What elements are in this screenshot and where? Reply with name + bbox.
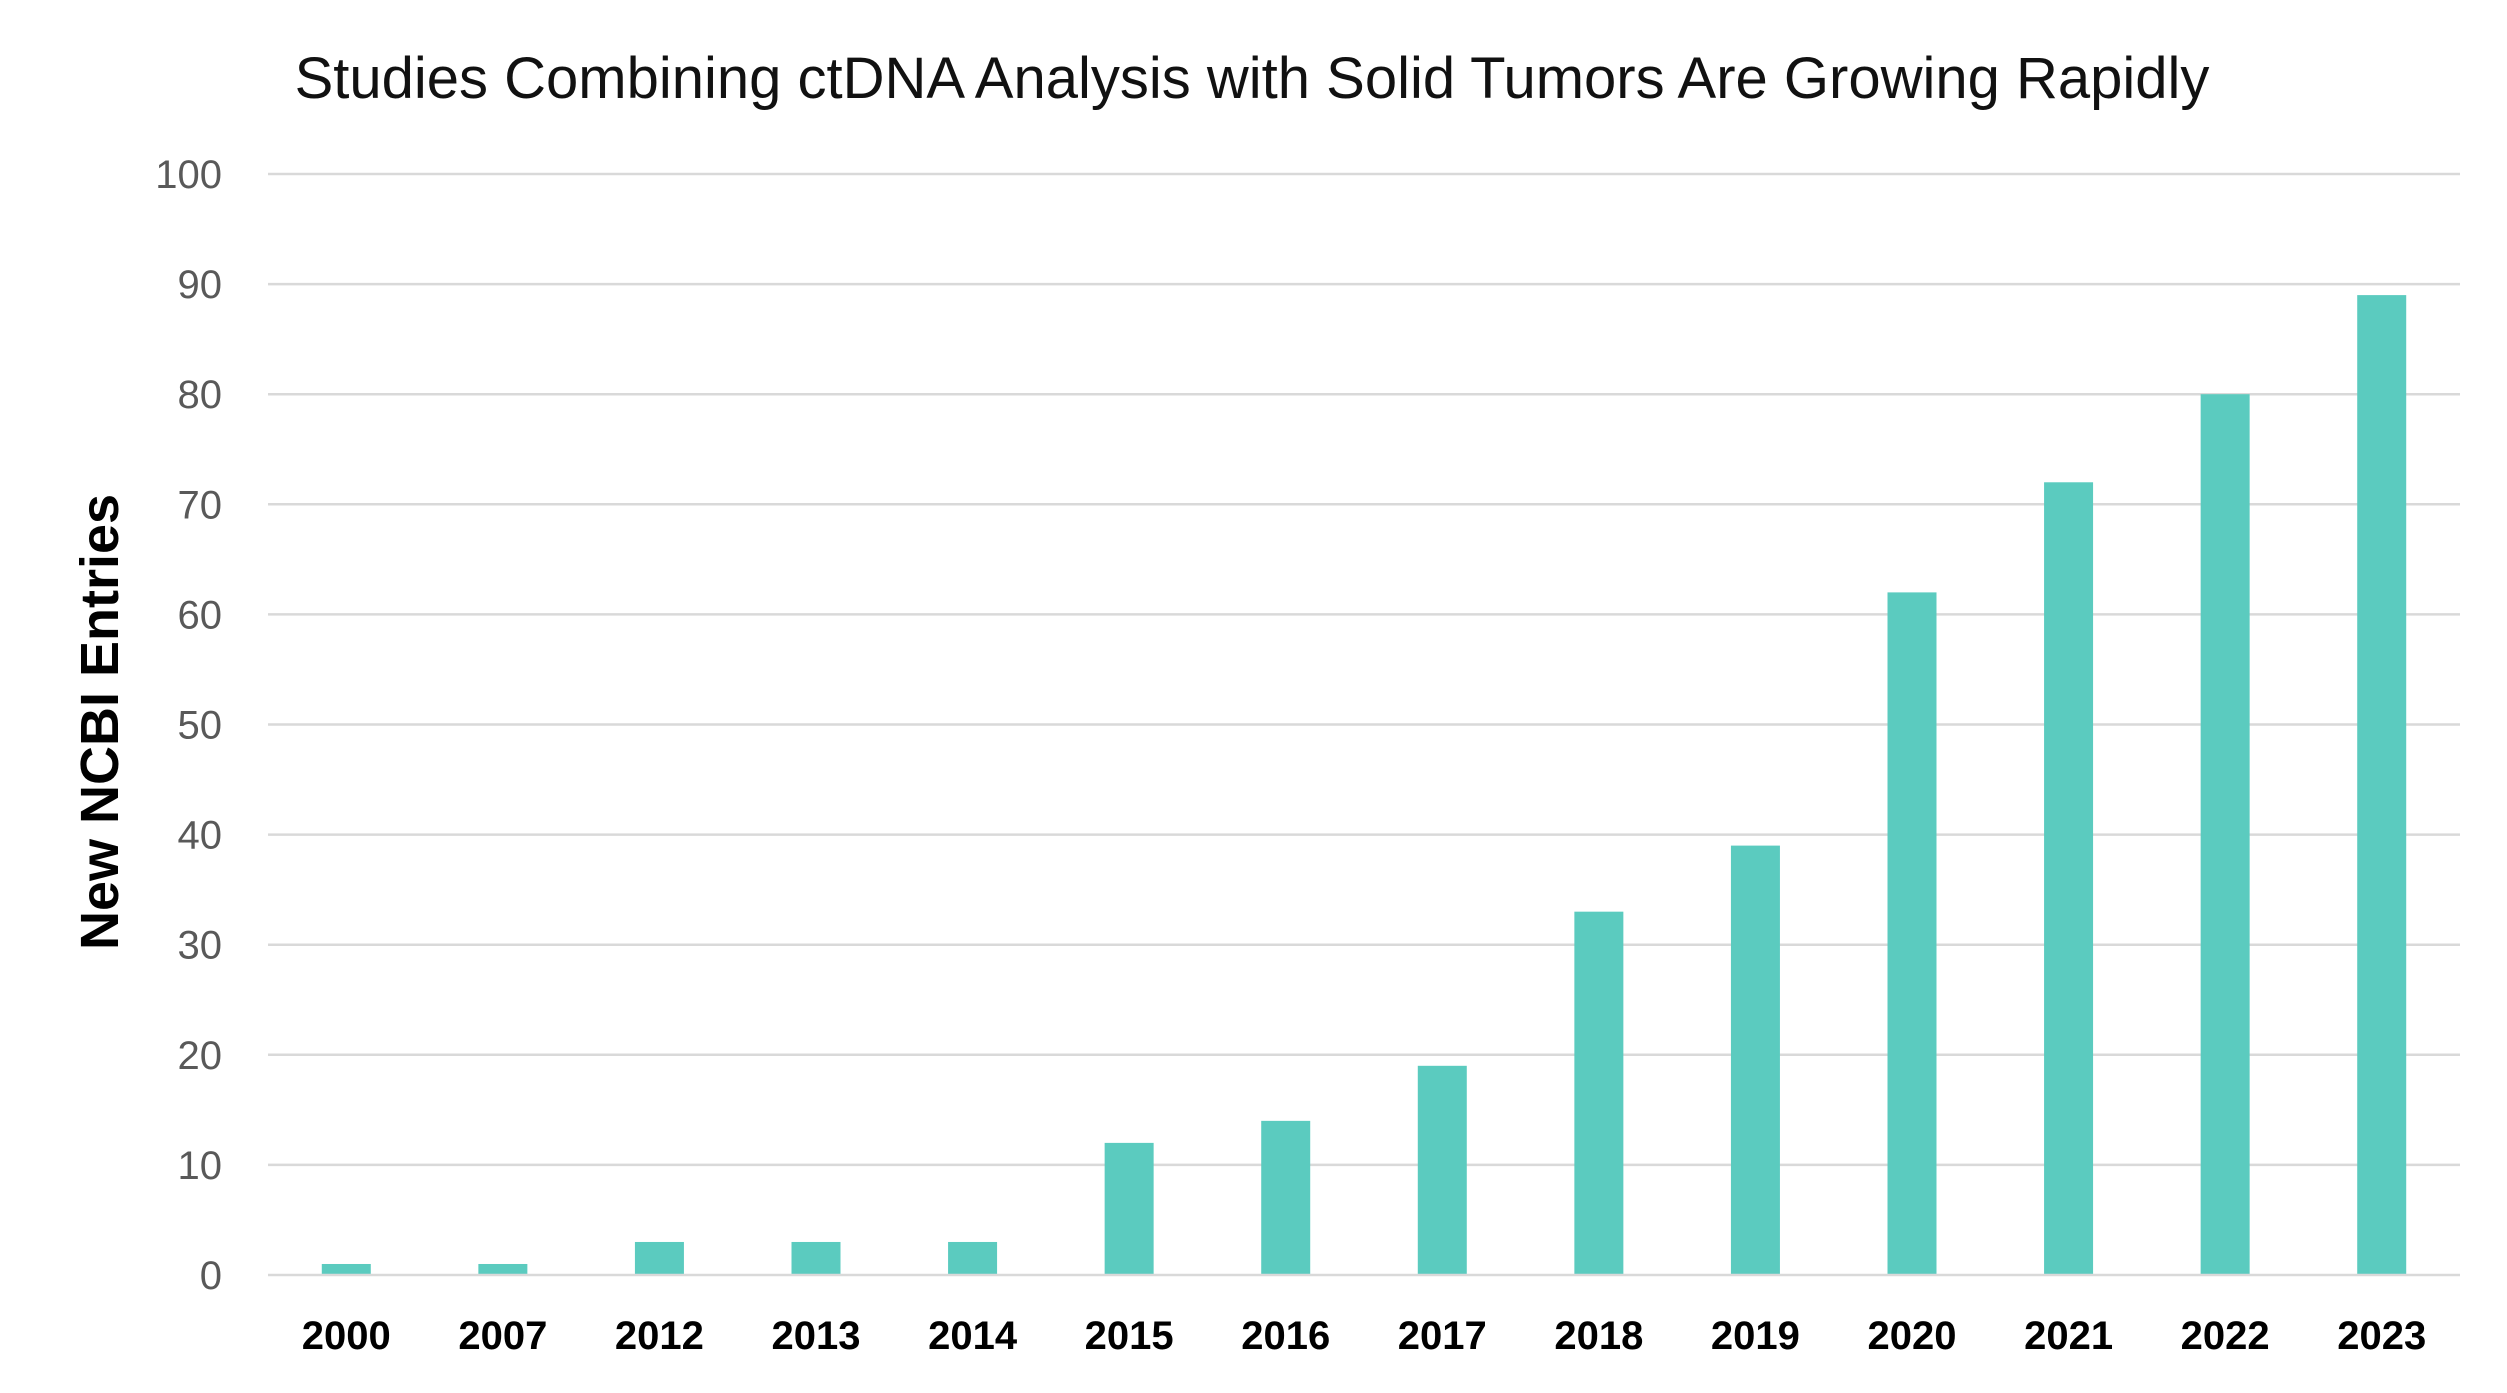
bar-2016	[1261, 1120, 1311, 1275]
y-tick-label-20: 20	[178, 1034, 223, 1078]
bar-2013	[791, 1241, 841, 1275]
x-tick-label-2017: 2017	[1398, 1314, 1487, 1358]
chart-title: Studies Combining ctDNA Analysis with So…	[295, 46, 2210, 111]
x-axis-ticks: 2000 2007 2012 2013 2014 2015 2016 2017 2018 2019…	[302, 1314, 2426, 1358]
bar-2007	[478, 1263, 528, 1275]
bar-2012	[634, 1241, 684, 1275]
bar-2020	[1887, 592, 1937, 1275]
x-tick-label-2014: 2014	[928, 1314, 1018, 1358]
gridlines	[268, 172, 2460, 1167]
x-tick-label-2015: 2015	[1085, 1314, 1174, 1358]
x-tick-label-2022: 2022	[2181, 1314, 2270, 1358]
y-tick-label-60: 60	[178, 593, 223, 637]
x-tick-label-2007: 2007	[458, 1314, 547, 1358]
y-tick-label-40: 40	[178, 814, 223, 858]
bar-2023	[2357, 295, 2407, 1275]
x-tick-label-2013: 2013	[772, 1314, 861, 1358]
bar-2015	[1104, 1142, 1154, 1275]
x-tick-label-2020: 2020	[1868, 1314, 1957, 1358]
x-tick-label-2023: 2023	[2337, 1314, 2426, 1358]
y-tick-label-30: 30	[178, 924, 223, 968]
x-tick-label-2018: 2018	[1554, 1314, 1643, 1358]
x-tick-label-2019: 2019	[1711, 1314, 1800, 1358]
bar-2018	[1574, 911, 1624, 1275]
bars	[321, 295, 2407, 1275]
y-tick-label-0: 0	[200, 1254, 222, 1298]
y-tick-label-80: 80	[178, 373, 223, 417]
y-axis-ticks: 0 10 20 30 40 50 60 70 80 90 100	[155, 153, 222, 1298]
y-axis-label: New NCBI Entries	[70, 494, 130, 950]
bar-2019	[1730, 845, 1780, 1275]
y-tick-label-50: 50	[178, 704, 223, 748]
y-tick-label-10: 10	[178, 1144, 223, 1188]
y-tick-label-70: 70	[178, 483, 223, 527]
x-tick-label-2021: 2021	[2024, 1314, 2113, 1358]
bar-2017	[1417, 1065, 1467, 1275]
bar-2000	[321, 1263, 371, 1275]
x-tick-label-2012: 2012	[615, 1314, 704, 1358]
y-tick-label-100: 100	[155, 153, 222, 197]
x-tick-label-2016: 2016	[1241, 1314, 1330, 1358]
bar-2021	[2044, 482, 2094, 1275]
bar-2022	[2200, 394, 2250, 1275]
x-tick-label-2000: 2000	[302, 1314, 391, 1358]
bar-2014	[948, 1241, 998, 1275]
y-tick-label-90: 90	[178, 263, 223, 307]
